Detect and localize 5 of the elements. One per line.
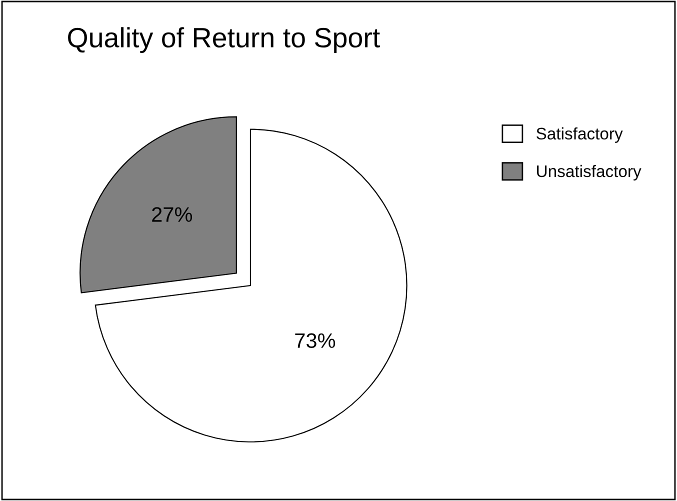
legend-label: Satisfactory (536, 127, 623, 143)
chart-title: Quality of Return to Sport (68, 27, 380, 54)
data-label: 73% (295, 333, 336, 348)
legend-label: Unsatisfactory (537, 164, 642, 180)
data-label: 27% (152, 207, 192, 222)
